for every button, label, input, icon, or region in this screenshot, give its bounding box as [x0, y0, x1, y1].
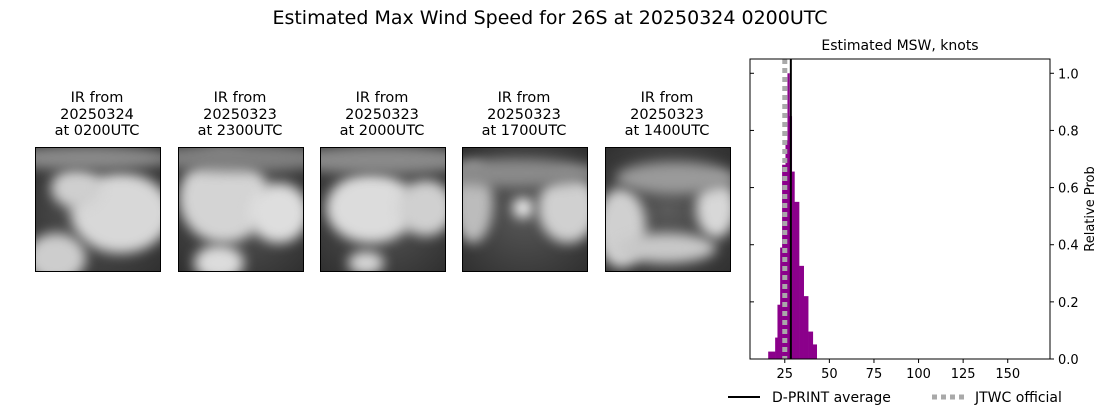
caption-line: 20250324 — [60, 106, 134, 123]
histogram-bar — [803, 296, 809, 359]
caption-line: IR from — [70, 90, 124, 106]
cloud-mass — [513, 198, 533, 218]
caption-line: at 1700UTC — [481, 123, 567, 139]
y-tick-label: 0.2 — [1058, 296, 1079, 311]
cloud-mass — [194, 245, 244, 271]
x-tick-label: 150 — [995, 367, 1020, 382]
cloud-mass — [36, 148, 160, 170]
ir-panel-caption: IR from 20250323 at 2000UTC — [302, 90, 462, 140]
legend-jtwc-label: JTWC official — [974, 390, 1062, 406]
caption-line: IR from — [355, 90, 409, 106]
ir-panel-caption: IR from 20250323 at 1700UTC — [444, 90, 604, 140]
legend-dprint-label: D-PRINT average — [772, 390, 891, 406]
x-tick-label: 25 — [777, 367, 794, 382]
x-tick-label: 75 — [866, 367, 883, 382]
caption-line: 20250323 — [345, 106, 419, 123]
x-tick-label: 125 — [951, 367, 976, 382]
caption-line: IR from — [497, 90, 551, 106]
cloud-mass — [249, 183, 303, 243]
y-tick-label: 1.0 — [1058, 67, 1079, 82]
ir-satellite-image — [320, 147, 446, 272]
ir-panel-caption: IR from 20250323 at 1400UTC — [587, 90, 747, 140]
ir-panel-caption: IR from 20250324 at 0200UTC — [17, 90, 177, 140]
histogram-bar — [787, 73, 790, 360]
caption-line: IR from — [640, 90, 694, 106]
histogram-bar — [775, 337, 778, 359]
chart-title: Estimated MSW, knots — [821, 38, 978, 54]
plot-frame — [749, 58, 1051, 360]
caption-line: 20250323 — [487, 106, 561, 123]
y-tick-label: 0.0 — [1058, 353, 1079, 368]
caption-line: 20250323 — [630, 106, 704, 123]
histogram-bar — [777, 304, 781, 359]
y-tick-label: 0.8 — [1058, 124, 1079, 139]
caption-line: at 0200UTC — [54, 123, 140, 139]
histogram-bar — [780, 247, 783, 359]
y-tick-label: 0.6 — [1058, 182, 1079, 197]
histogram-bar — [768, 351, 776, 359]
ir-satellite-image — [605, 147, 731, 272]
cloud-mass — [321, 148, 445, 174]
ir-satellite-image — [462, 147, 588, 272]
cloud-mass — [398, 180, 445, 236]
cloud-mass — [51, 168, 101, 208]
caption-line: at 2000UTC — [339, 123, 425, 139]
cloud-mass — [463, 159, 587, 187]
caption-line: 20250323 — [203, 106, 277, 123]
x-tick-label: 100 — [906, 367, 931, 382]
caption-line: at 2300UTC — [197, 123, 283, 139]
caption-line: IR from — [213, 90, 267, 106]
x-tick-label: 50 — [821, 367, 838, 382]
cloud-mass — [616, 233, 716, 263]
y-tick-label: 0.4 — [1058, 239, 1079, 254]
ir-satellite-image — [178, 147, 304, 272]
caption-line: at 1400UTC — [624, 123, 710, 139]
histogram-bar — [808, 331, 814, 359]
figure-title: Estimated Max Wind Speed for 26S at 2025… — [272, 7, 828, 29]
cloud-mass — [616, 162, 730, 194]
y-axis-label: Relative Prob — [1083, 166, 1098, 251]
histogram-bar — [794, 201, 800, 359]
histogram-bar — [799, 265, 804, 359]
ir-satellite-image — [35, 147, 161, 272]
histogram-bar — [791, 171, 795, 359]
cloud-mass — [348, 251, 384, 271]
cloud-mass — [179, 148, 303, 172]
ir-panel-caption: IR from 20250323 at 2300UTC — [160, 90, 320, 140]
histogram-bar — [812, 344, 818, 359]
